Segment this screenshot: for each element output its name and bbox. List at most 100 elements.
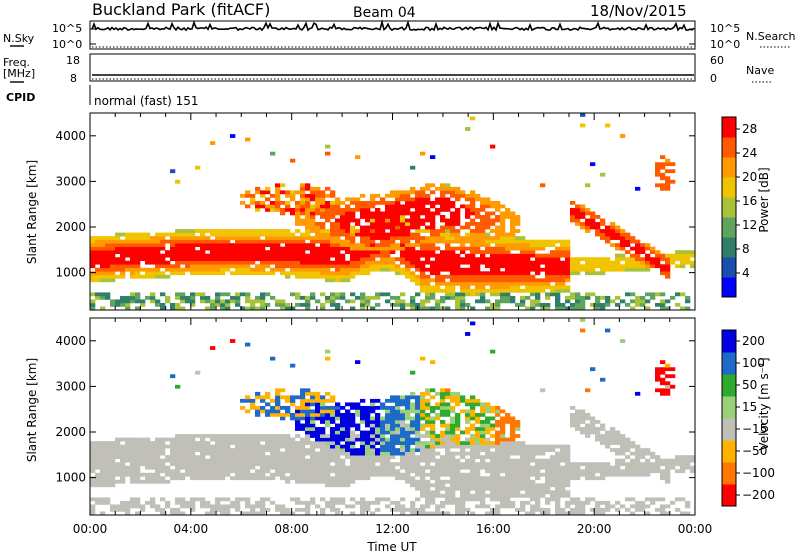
velocity-cell (315, 402, 321, 407)
power-cell (270, 257, 276, 262)
velocity-cell (480, 412, 486, 417)
power-cell (420, 207, 426, 212)
velocity-cell (490, 455, 496, 460)
power-cell (500, 239, 506, 244)
velocity-cell (290, 444, 296, 449)
velocity-cell (120, 504, 126, 509)
power-cell (540, 183, 546, 188)
velocity-cell (290, 395, 296, 400)
velocity-cell (395, 416, 401, 421)
power-cell (350, 264, 356, 269)
power-cell (515, 236, 521, 240)
velocity-cell (540, 388, 546, 393)
power-cell (415, 193, 421, 198)
velocity-cell (265, 469, 271, 474)
power-cell (430, 239, 436, 244)
power-cell (660, 267, 666, 272)
velocity-cell (270, 444, 276, 449)
power-cell (495, 250, 501, 255)
velocity-cell (415, 430, 421, 435)
velocity-cell (130, 479, 136, 484)
velocity-cell (315, 430, 321, 435)
power-cell (505, 253, 511, 258)
nave-label: Nave (746, 64, 774, 77)
power-cell (540, 260, 546, 265)
velocity-cell (400, 427, 406, 431)
velocity-cell (105, 476, 111, 481)
power-cell (435, 278, 441, 283)
power-cell (255, 243, 261, 247)
velocity-cell (625, 437, 631, 442)
power-cell (445, 225, 451, 230)
power-cell (370, 193, 376, 198)
velocity-cell (330, 398, 336, 403)
velocity-cell (535, 490, 541, 495)
power-cell (655, 257, 661, 262)
velocity-cell (310, 462, 316, 467)
velocity-cell (245, 455, 251, 460)
power-cell (370, 260, 376, 265)
power-cell (555, 260, 561, 265)
velocity-cell (415, 395, 421, 400)
velocity-cell (220, 444, 226, 449)
power-cell (375, 250, 381, 255)
velocity-cell (285, 395, 291, 400)
velocity-cell (605, 465, 611, 470)
velocity-cell (195, 434, 201, 438)
velocity-cell (595, 511, 601, 516)
velocity-cell (460, 444, 466, 449)
power-cell (325, 239, 331, 244)
power-cell (620, 299, 626, 304)
velocity-cell (130, 437, 136, 442)
power-cell (535, 243, 541, 247)
velocity-cell (225, 497, 231, 502)
velocity-cell (90, 483, 96, 488)
velocity-cell (385, 504, 391, 509)
velocity-cell (320, 427, 326, 431)
power-cell (205, 246, 211, 251)
power-cell (355, 260, 361, 265)
velocity-cell (300, 388, 306, 393)
power-cell (530, 274, 536, 279)
velocity-cell (100, 472, 106, 477)
power-cell (390, 190, 396, 195)
power-cell (255, 257, 261, 262)
velocity-cell (650, 500, 656, 505)
velocity-colorbar-segment-0 (722, 484, 736, 507)
power-cell (550, 267, 556, 272)
power-cell (630, 292, 636, 297)
velocity-cell (415, 402, 421, 407)
velocity-cell (545, 500, 551, 505)
velocity-cell (295, 451, 301, 456)
velocity-cell (285, 469, 291, 474)
power-cell (320, 225, 326, 230)
power-cell (220, 299, 226, 304)
power-cell (455, 186, 461, 191)
velocity-cell (520, 441, 526, 445)
velocity-cell (175, 497, 181, 502)
power-cell (145, 236, 151, 240)
power-cell (245, 246, 251, 251)
velocity-cell (220, 507, 226, 512)
power-cell (475, 246, 481, 251)
power-cell (210, 271, 216, 276)
velocity-cell (640, 472, 646, 477)
velocity-cell (350, 405, 356, 410)
power-cell (510, 229, 516, 233)
velocity-cell (330, 455, 336, 460)
power-cell (145, 239, 151, 244)
power-cell (435, 264, 441, 269)
power-cell (410, 260, 416, 265)
power-cell (405, 193, 411, 198)
power-cell (370, 222, 376, 226)
power-cell (375, 215, 381, 219)
velocity-cell (650, 455, 656, 460)
power-cell (390, 222, 396, 226)
velocity-cell (495, 455, 501, 460)
power-cell (130, 253, 136, 258)
power-cell (595, 306, 601, 311)
velocity-cell (470, 398, 476, 403)
power-cell (545, 267, 551, 272)
power-cell (345, 246, 351, 251)
power-cell (110, 271, 116, 276)
